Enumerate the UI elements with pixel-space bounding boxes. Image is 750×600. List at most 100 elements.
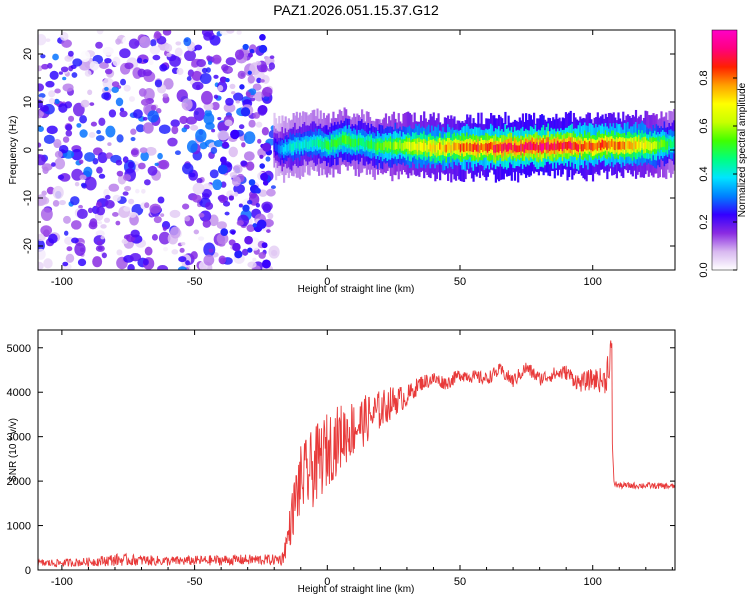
spectrogram-ridge-mark xyxy=(477,143,480,152)
spectrogram-noise-blob xyxy=(262,203,272,213)
spectrogram-noise-blob xyxy=(224,119,233,127)
spectrogram-noise-blob xyxy=(124,62,134,70)
spectrogram-noise-blob xyxy=(225,77,230,83)
spectrogram-ridge-mark xyxy=(531,143,534,150)
spectrogram-noise-blob xyxy=(103,188,110,197)
spectrogram-x-axis-label: Height of straight line (km) xyxy=(298,284,415,295)
spectrogram-noise-blob xyxy=(185,116,197,125)
spectrogram-ridge-mark xyxy=(330,138,333,148)
spectrogram-noise-blob xyxy=(230,129,240,140)
spectrogram-ridge-mark xyxy=(389,141,392,150)
spectrogram-ridge-mark xyxy=(615,142,619,150)
spectrogram-noise-blob xyxy=(130,136,136,142)
spectrogram-ridge-mark xyxy=(388,141,391,149)
spectrogram-noise-blob xyxy=(184,50,196,62)
spectrogram-noise-blob xyxy=(96,206,106,216)
spectrogram-noise-blob xyxy=(154,79,163,88)
spectrogram-noise-blob xyxy=(259,33,266,41)
spectrogram-noise-blob xyxy=(74,181,80,187)
spectrogram-noise-blob xyxy=(54,150,63,159)
spectrogram-noise-blob xyxy=(72,58,83,67)
spectrogram-noise-blob xyxy=(115,159,123,166)
spectrogram-ridge-mark xyxy=(623,141,626,150)
spectrogram-x-tick-label: 50 xyxy=(454,276,466,288)
spectrogram-ridge-mark xyxy=(646,140,649,149)
spectrogram-noise-blob xyxy=(248,179,256,186)
spectrogram-ridge-mark xyxy=(649,141,652,151)
snr-y-tick-label: 4000 xyxy=(7,387,31,399)
spectrogram-noise-blob xyxy=(111,86,119,94)
spectrogram-ridge-mark xyxy=(327,141,330,150)
spectrogram-ridge-mark xyxy=(491,142,494,151)
spectrogram-ridge-mark xyxy=(620,141,623,151)
spectrogram-noise-blob xyxy=(178,256,187,263)
spectrogram-ridge-mark xyxy=(447,142,450,151)
spectrogram-ridge-mark xyxy=(509,142,512,150)
spectrogram-noise-blob xyxy=(243,131,256,144)
spectrogram-noise-blob xyxy=(192,81,204,91)
spectrogram-noise-blob xyxy=(189,172,196,178)
spectrogram-ridge-mark xyxy=(518,145,521,152)
spectrogram-ridge-mark xyxy=(566,141,569,151)
spectrogram-ridge-mark xyxy=(609,141,612,150)
colorbar-tick-label: 0.4 xyxy=(698,166,710,181)
spectrogram-ridge-mark xyxy=(618,141,622,150)
spectrogram-ridge-mark xyxy=(622,141,625,150)
spectrogram-noise-blob xyxy=(59,31,69,41)
spectrogram-noise-blob xyxy=(79,129,88,138)
spectrogram-noise-blob xyxy=(60,66,69,73)
spectrogram-noise-blob xyxy=(266,229,271,233)
spectrogram-ridge-mark xyxy=(612,141,615,150)
spectrogram-ridge-mark xyxy=(466,142,469,151)
spectrogram-noise-blob xyxy=(58,103,68,113)
spectrogram-ridge-mark xyxy=(410,142,413,152)
spectrogram-noise-blob xyxy=(194,44,203,51)
spectrogram-noise-blob xyxy=(211,54,222,64)
spectrogram-ridge-mark xyxy=(405,141,408,149)
spectrogram-ridge-mark xyxy=(357,138,361,146)
spectrogram-ridge-mark xyxy=(367,140,370,149)
spectrogram-noise-blob xyxy=(152,54,161,61)
spectrogram-ridge-mark xyxy=(281,145,284,153)
spectrogram-noise-blob xyxy=(162,30,172,36)
spectrogram-noise-blob xyxy=(247,261,257,268)
spectrogram-noise-blob xyxy=(153,216,162,224)
spectrogram-ridge-mark xyxy=(278,144,281,154)
spectrogram-ridge-mark xyxy=(634,141,638,150)
spectrogram-ridge-mark xyxy=(534,143,537,151)
spectrogram-noise-blob xyxy=(203,112,215,125)
spectrogram-noise-blob xyxy=(137,68,146,78)
spectrogram-noise-blob xyxy=(262,180,269,186)
spectrogram-noise-blob xyxy=(223,103,236,113)
spectrogram-noise-blob xyxy=(216,232,229,245)
spectrogram-noise-blob xyxy=(77,258,87,267)
spectrogram-noise-blob xyxy=(220,228,229,237)
spectrogram-noise-blob xyxy=(112,56,121,67)
spectrogram-noise-blob xyxy=(38,110,44,119)
spectrogram-noise-blob xyxy=(130,128,137,135)
spectrogram-ridge-mark xyxy=(577,144,580,152)
spectrogram-noise-blob xyxy=(257,105,268,115)
spectrogram-noise-blob xyxy=(116,170,124,177)
spectrogram-noise-blob xyxy=(244,235,253,245)
spectrogram-noise-blob xyxy=(71,72,78,78)
spectrogram-noise-blob xyxy=(41,63,49,70)
spectrogram-noise-blob xyxy=(54,157,66,170)
spectrogram-ridge-mark xyxy=(402,142,405,151)
spectrogram-ridge-mark xyxy=(580,144,583,152)
spectrogram-noise-blob xyxy=(43,258,53,269)
spectrogram-ridge-mark xyxy=(338,137,341,145)
spectrogram-noise-blob xyxy=(201,188,212,198)
spectrogram-noise-blob xyxy=(123,84,131,92)
spectrogram-noise-blob xyxy=(177,266,187,270)
spectrogram-noise-blob xyxy=(98,173,106,179)
snr-y-tick-label: 1000 xyxy=(7,521,31,533)
spectrogram-ridge-mark xyxy=(607,140,611,149)
spectrogram-ridge-mark xyxy=(585,142,588,151)
spectrogram-noise-blob xyxy=(205,202,214,210)
spectrogram-ridge-mark xyxy=(532,141,536,151)
spectrogram-noise-blob xyxy=(163,78,174,90)
snr-x-ticks: -100 -50 0 50 100 xyxy=(51,330,673,588)
spectrogram-ridge-mark xyxy=(485,143,488,151)
spectrogram-noise-blob xyxy=(160,213,165,217)
